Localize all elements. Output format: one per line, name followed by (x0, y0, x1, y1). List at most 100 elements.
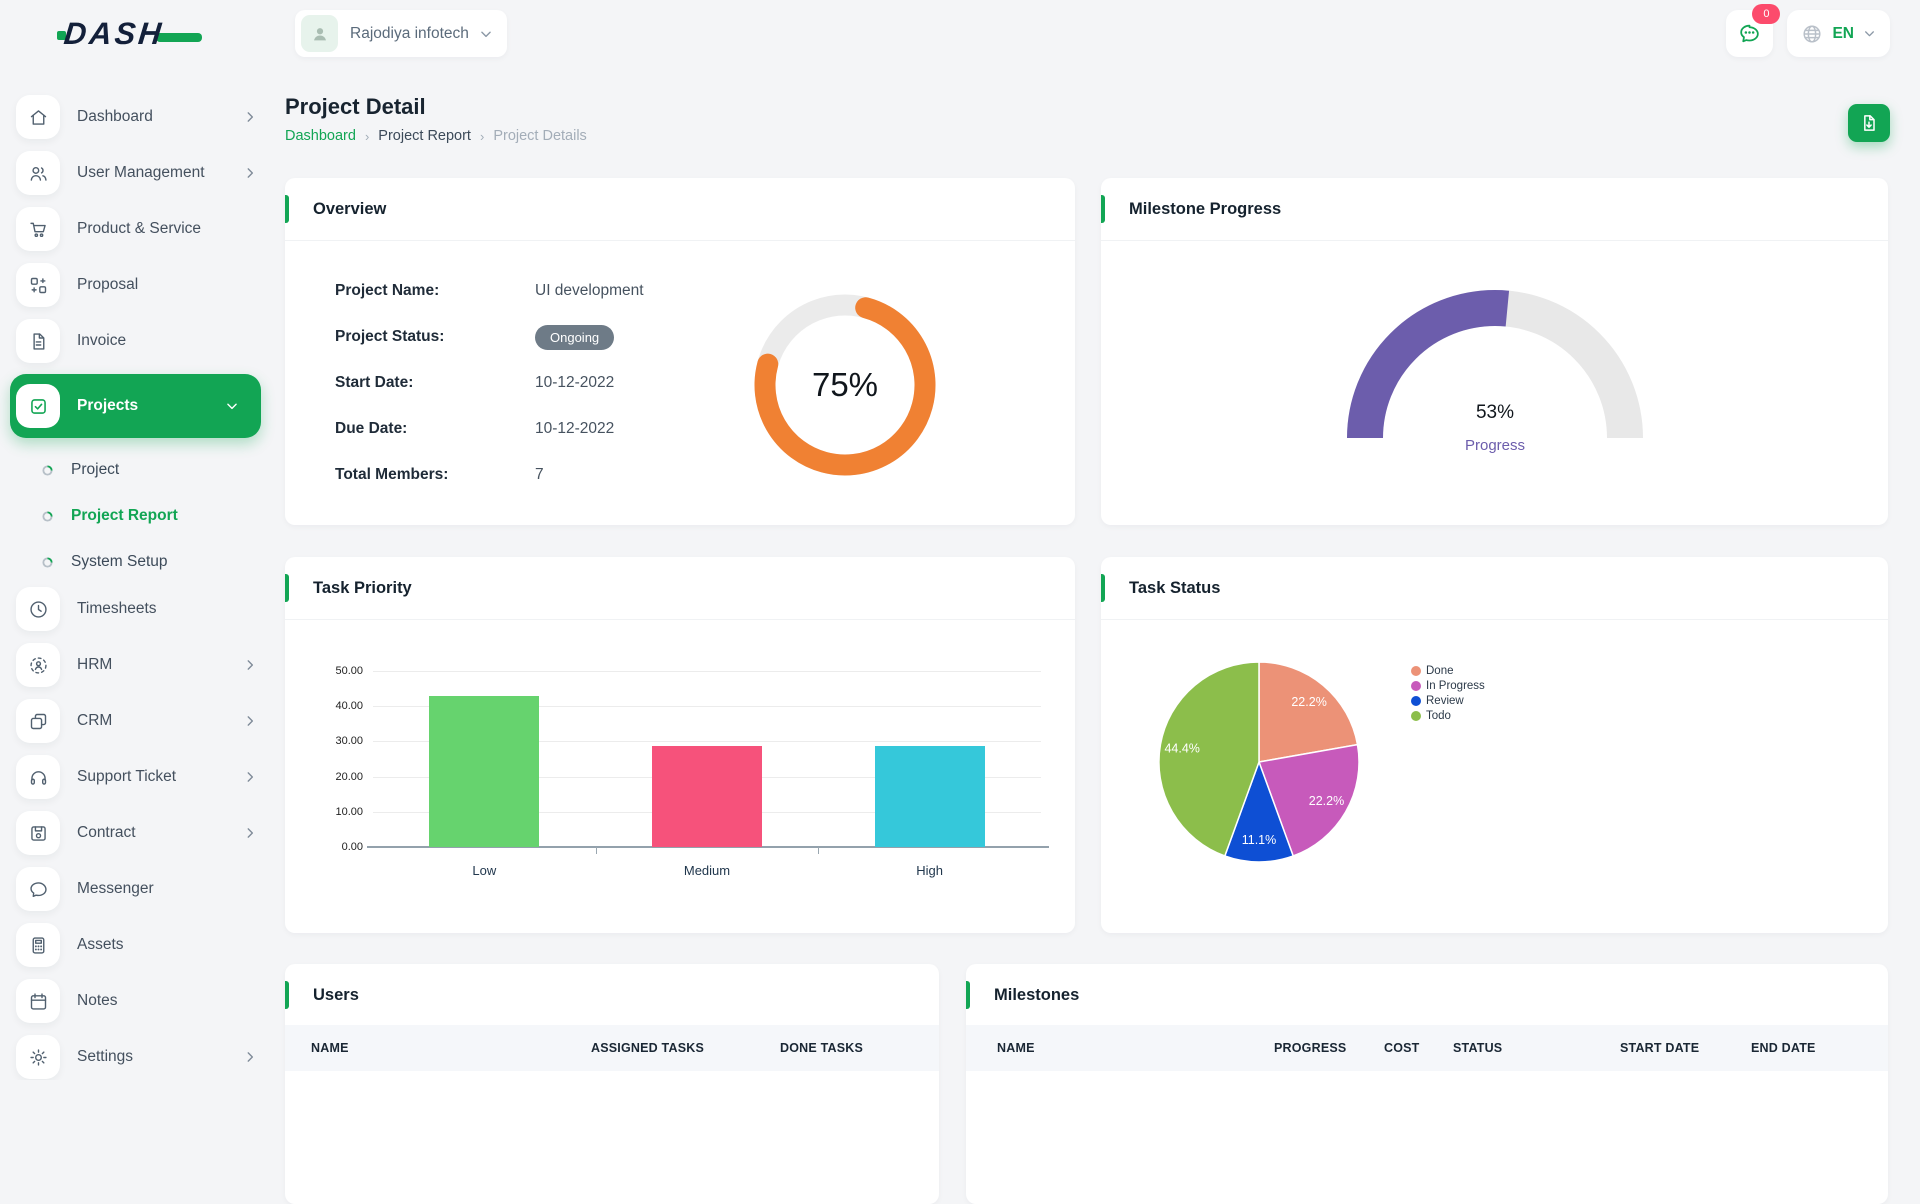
sidebar-item-crm[interactable]: CRM (16, 698, 279, 744)
legend-label: Review (1426, 694, 1464, 707)
gridline (373, 671, 1041, 672)
sidebar-item-messenger[interactable]: Messenger (16, 866, 279, 912)
sidebar-item-notes[interactable]: Notes (16, 978, 279, 1024)
breadcrumb-project-report[interactable]: Project Report (378, 128, 471, 144)
task-priority-card: Task Priority 0.00 10.00 20.00 30.00 40.00 50… (285, 557, 1075, 933)
legend-item-review[interactable]: Review (1411, 693, 1485, 708)
users-table-header: NAME ASSIGNED TASKS DONE TASKS (285, 1025, 939, 1071)
x-category-label: Low (472, 863, 497, 878)
task-status-card: Task Status 22.2% 22.2% 11.1% 44.4% Done In … (1101, 557, 1888, 933)
sidebar-subitem-label: Project (71, 461, 120, 478)
sidebar-item-label: CRM (77, 712, 113, 729)
pie-slice-in-progress (1257, 743, 1360, 857)
y-axis-tick-label: 20.00 (335, 770, 363, 783)
pie-slice-value-label: 22.2% (1291, 695, 1326, 709)
task-status-pie-chart: 22.2% 22.2% 11.1% 44.4% (1154, 657, 1364, 867)
chevron-right-icon (243, 1050, 257, 1064)
clock-icon (16, 587, 60, 631)
sidebar-item-label: Contract (77, 824, 136, 841)
cart-icon (16, 207, 60, 251)
sidebar-item-assets[interactable]: Assets (16, 922, 279, 968)
sidebar-nav: Dashboard User Management Product & Serv… (0, 80, 279, 1080)
chevron-right-icon (243, 658, 257, 672)
sidebar-item-invoice[interactable]: Invoice (16, 318, 279, 364)
y-axis-tick-label: 10.00 (335, 805, 363, 818)
sidebar-item-user-management[interactable]: User Management (16, 150, 279, 196)
field-label: Due Date: (335, 420, 408, 437)
field-value: 10-12-2022 (535, 420, 615, 437)
legend-dot (1411, 695, 1421, 706)
status-badge: Ongoing (535, 324, 615, 350)
app-logo[interactable]: DASH (57, 16, 202, 52)
sidebar-item-projects[interactable]: Projects (10, 374, 261, 438)
chevron-down-icon (481, 31, 491, 37)
sidebar-item-product-service[interactable]: Product & Service (16, 206, 279, 252)
export-report-button[interactable] (1848, 104, 1890, 142)
y-axis-tick-label: 30.00 (335, 735, 363, 748)
sidebar-item-contract[interactable]: Contract (16, 810, 279, 856)
person-focus-icon (16, 643, 60, 687)
sidebar-item-proposal[interactable]: Proposal (16, 262, 279, 308)
sidebar-subitem-project-report[interactable]: Project Report (42, 494, 279, 538)
milestone-progress-card: Milestone Progress 53% Progress (1101, 178, 1888, 525)
bullet-circle-icon (42, 510, 53, 522)
task-priority-bar-chart: 0.00 10.00 20.00 30.00 40.00 50.00 Low Medium Hi… (335, 665, 1049, 878)
sidebar-subitem-project[interactable]: Project (42, 448, 279, 492)
legend-dot (1411, 665, 1421, 676)
bullet-circle-icon (42, 464, 53, 476)
breadcrumb-separator: › (364, 128, 370, 144)
users-icon (16, 151, 60, 195)
project-completion-donut: 75% (750, 290, 940, 480)
sidebar-item-timesheets[interactable]: Timesheets (16, 586, 279, 632)
legend-item-todo[interactable]: Todo (1411, 708, 1485, 723)
column-header-progress: PROGRESS (1274, 1041, 1347, 1055)
field-label: Project Name: (335, 282, 440, 299)
breadcrumb-dashboard[interactable]: Dashboard (285, 128, 356, 144)
field-label: Start Date: (335, 374, 414, 391)
sidebar-subitem-system-setup[interactable]: System Setup (42, 540, 279, 584)
sidebar-item-support-ticket[interactable]: Support Ticket (16, 754, 279, 800)
sidebar-item-label: User Management (77, 164, 205, 181)
sidebar-item-settings[interactable]: Settings (16, 1034, 279, 1080)
breadcrumb-current: Project Details (493, 128, 587, 144)
chevron-down-icon (1865, 31, 1874, 37)
x-category-label: Medium (683, 863, 731, 878)
legend-item-done[interactable]: Done (1411, 663, 1485, 678)
y-axis-tick-label: 50.00 (335, 665, 363, 677)
bar-medium (652, 746, 762, 847)
donut-percent-label: 75% (811, 366, 879, 403)
column-header-end-date: END DATE (1751, 1041, 1816, 1055)
users-card: Users NAME ASSIGNED TASKS DONE TASKS (285, 964, 939, 1204)
sidebar-item-hrm[interactable]: HRM (16, 642, 279, 688)
company-selector[interactable]: Rajodiya infotech (295, 10, 507, 57)
x-category-label: High (916, 863, 944, 878)
field-value: 10-12-2022 (535, 374, 615, 391)
sidebar-subitem-label: Project Report (71, 507, 178, 524)
pie-slice-value-label: 22.2% (1309, 794, 1344, 808)
milestones-card-title: Milestones (966, 964, 1888, 1027)
overview-field-project-status: Project Status: Ongoing (335, 322, 644, 352)
y-axis-tick-label: 40.00 (335, 700, 363, 713)
home-icon (16, 95, 60, 139)
field-value: 7 (535, 466, 544, 483)
chevron-right-icon (243, 770, 257, 784)
sidebar-item-dashboard[interactable]: Dashboard (16, 94, 279, 140)
column-header-cost: COST (1384, 1041, 1420, 1055)
bar-low (429, 696, 540, 847)
x-axis-line (367, 846, 1049, 848)
milestone-card-title: Milestone Progress (1101, 178, 1888, 241)
legend-item-in-progress[interactable]: In Progress (1411, 678, 1485, 693)
company-name: Rajodiya infotech (350, 24, 469, 42)
sidebar-item-label: Invoice (77, 332, 127, 349)
sidebar-item-label: Notes (77, 992, 118, 1009)
column-header-name: NAME (311, 1041, 349, 1055)
globe-icon (1803, 24, 1821, 43)
chat-bubble-icon (1740, 24, 1760, 43)
column-header-assigned-tasks: ASSIGNED TASKS (591, 1041, 704, 1055)
pie-slice-value-label: 44.4% (1164, 742, 1199, 756)
language-selector[interactable]: EN (1787, 10, 1890, 57)
bullet-circle-icon (42, 556, 53, 568)
messages-button[interactable]: 0 (1726, 4, 1781, 57)
calendar-icon (16, 979, 60, 1023)
chat-bubble-icon (16, 867, 60, 911)
